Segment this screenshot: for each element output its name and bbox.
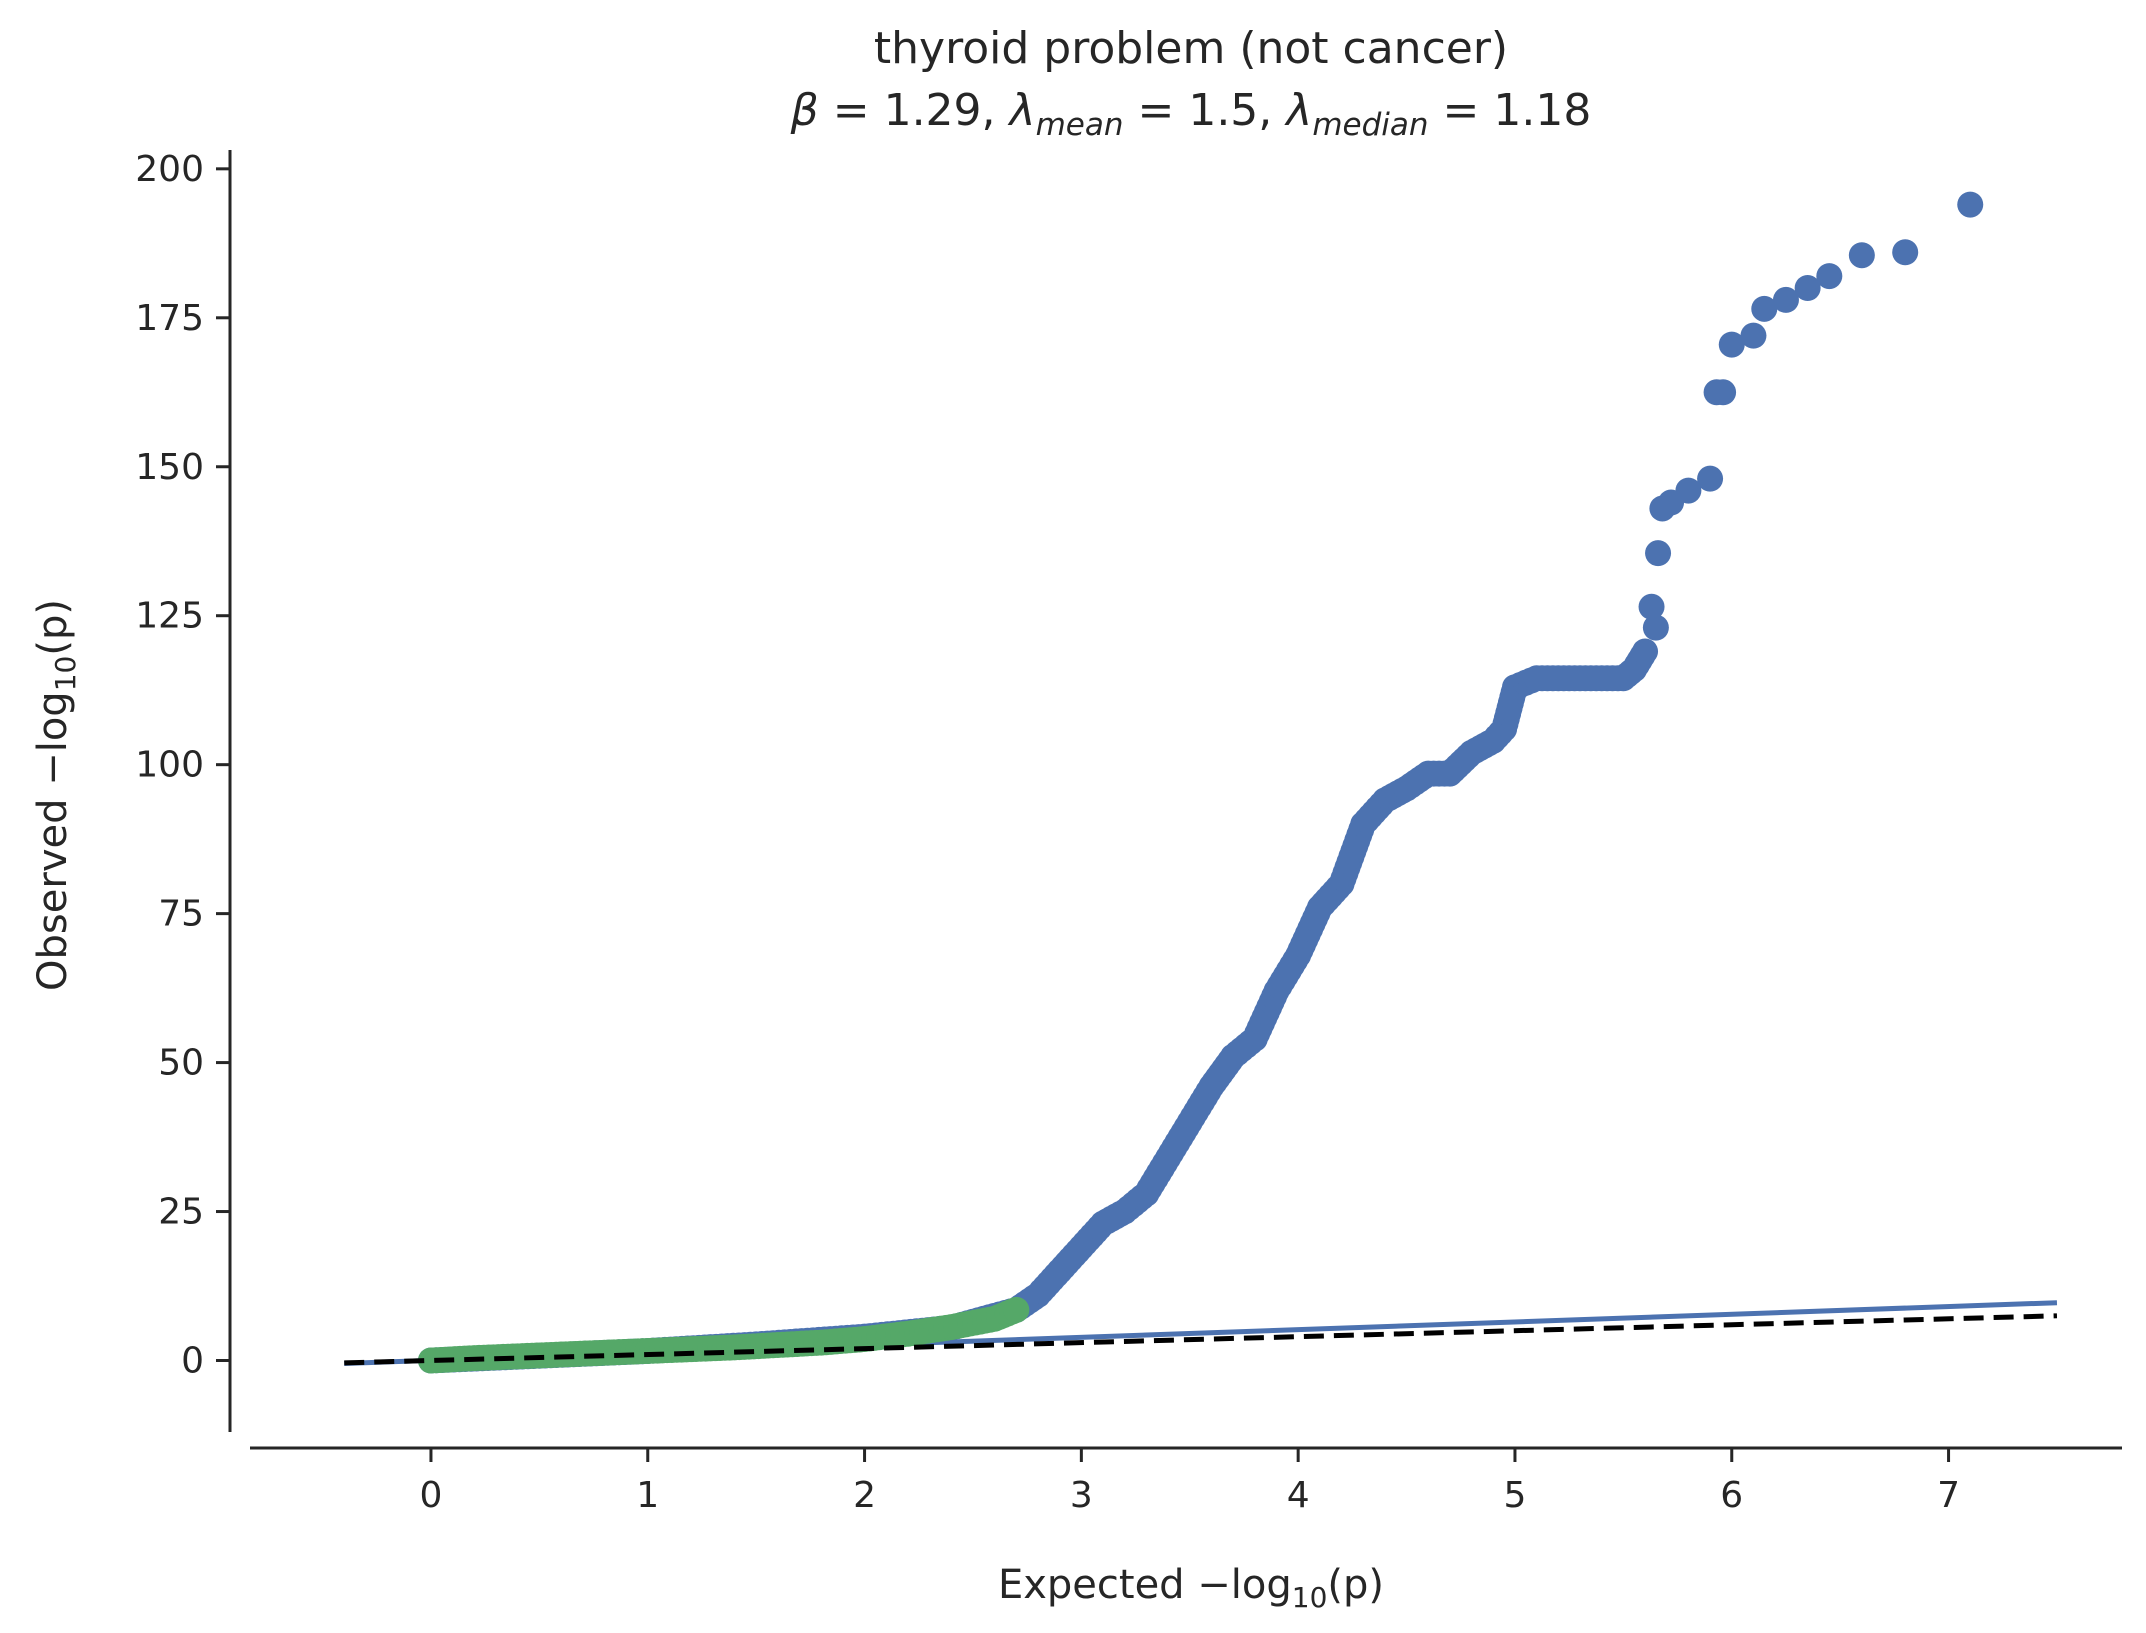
- observed-point: [1675, 477, 1702, 504]
- y-tick-label: 125: [135, 596, 204, 637]
- y-tick-label: 50: [158, 1043, 204, 1084]
- x-tick-label: 4: [1287, 1475, 1310, 1516]
- x-axis-label-prefix: Expected −log: [998, 1562, 1292, 1608]
- y-tick-label: 150: [135, 447, 204, 488]
- x-tick-label: 1: [636, 1475, 659, 1516]
- null-region-point: [1003, 1296, 1030, 1323]
- observed-point: [1710, 379, 1737, 406]
- lambda-median-value: = 1.18: [1429, 85, 1592, 136]
- observed-point: [1697, 465, 1724, 492]
- lambda-mean-symbol: λ: [1008, 85, 1036, 136]
- observed-point: [1957, 191, 1984, 218]
- lambda-mean-subscript: mean: [1036, 107, 1124, 143]
- x-tick-label: 5: [1504, 1475, 1527, 1516]
- lambda-mean-value: = 1.5,: [1123, 85, 1286, 136]
- expected-null-line: [344, 1313, 2058, 1366]
- chart-title-line2: β = 1.29, λmean = 1.5, λmedian = 1.18: [790, 85, 1592, 143]
- axis-labels: Expected −log10(p) Observed −log10(p): [30, 599, 1384, 1614]
- y-axis-label-subscript: 10: [49, 656, 82, 692]
- observed-point: [1794, 275, 1821, 301]
- y-tick-label: 75: [158, 894, 204, 935]
- observed-point: [1772, 286, 1799, 313]
- beta-symbol: β: [790, 85, 819, 136]
- x-axis-label: Expected −log10(p): [998, 1562, 1384, 1614]
- observed-point: [1645, 540, 1672, 567]
- axes: 0 1 2 3 4 5 6 7 0 25 50 75 100 125 150 175 200: [135, 149, 2122, 1516]
- observed-point: [1892, 239, 1919, 266]
- x-axis-label-suffix: (p): [1327, 1562, 1384, 1608]
- y-tick-label: 100: [135, 745, 204, 786]
- y-axis-label-prefix: Observed −log: [30, 691, 76, 991]
- lambda-median-subscript: median: [1312, 107, 1428, 143]
- observed-point: [1718, 331, 1745, 358]
- y-tick-label: 25: [158, 1192, 204, 1233]
- x-tick-label: 2: [853, 1475, 876, 1516]
- data-points: [344, 191, 2058, 1374]
- observed-point: [1638, 593, 1665, 620]
- y-axis-label: Observed −log10(p): [30, 599, 82, 991]
- y-axis-label-suffix: (p): [30, 599, 76, 656]
- observed-point: [1848, 242, 1875, 269]
- x-tick-label: 7: [1937, 1475, 1960, 1516]
- y-tick-label: 200: [135, 149, 204, 190]
- x-axis-label-subscript: 10: [1292, 1581, 1328, 1614]
- y-tick-label: 0: [181, 1341, 204, 1382]
- observed-point: [1816, 263, 1843, 290]
- x-tick-label: 3: [1070, 1475, 1093, 1516]
- y-tick-label: 175: [135, 298, 204, 339]
- observed-point: [1751, 295, 1778, 322]
- x-tick-label: 6: [1720, 1475, 1743, 1516]
- observed-point: [1642, 614, 1669, 641]
- chart-title-line1: thyroid problem (not cancer): [874, 23, 1508, 74]
- beta-value: = 1.29,: [819, 85, 1010, 136]
- observed-point: [1740, 322, 1767, 349]
- observed-point: [1632, 638, 1659, 665]
- x-tick-label: 0: [420, 1475, 443, 1516]
- chart-title: thyroid problem (not cancer) β = 1.29, λ…: [790, 23, 1592, 143]
- lambda-median-symbol: λ: [1284, 85, 1312, 136]
